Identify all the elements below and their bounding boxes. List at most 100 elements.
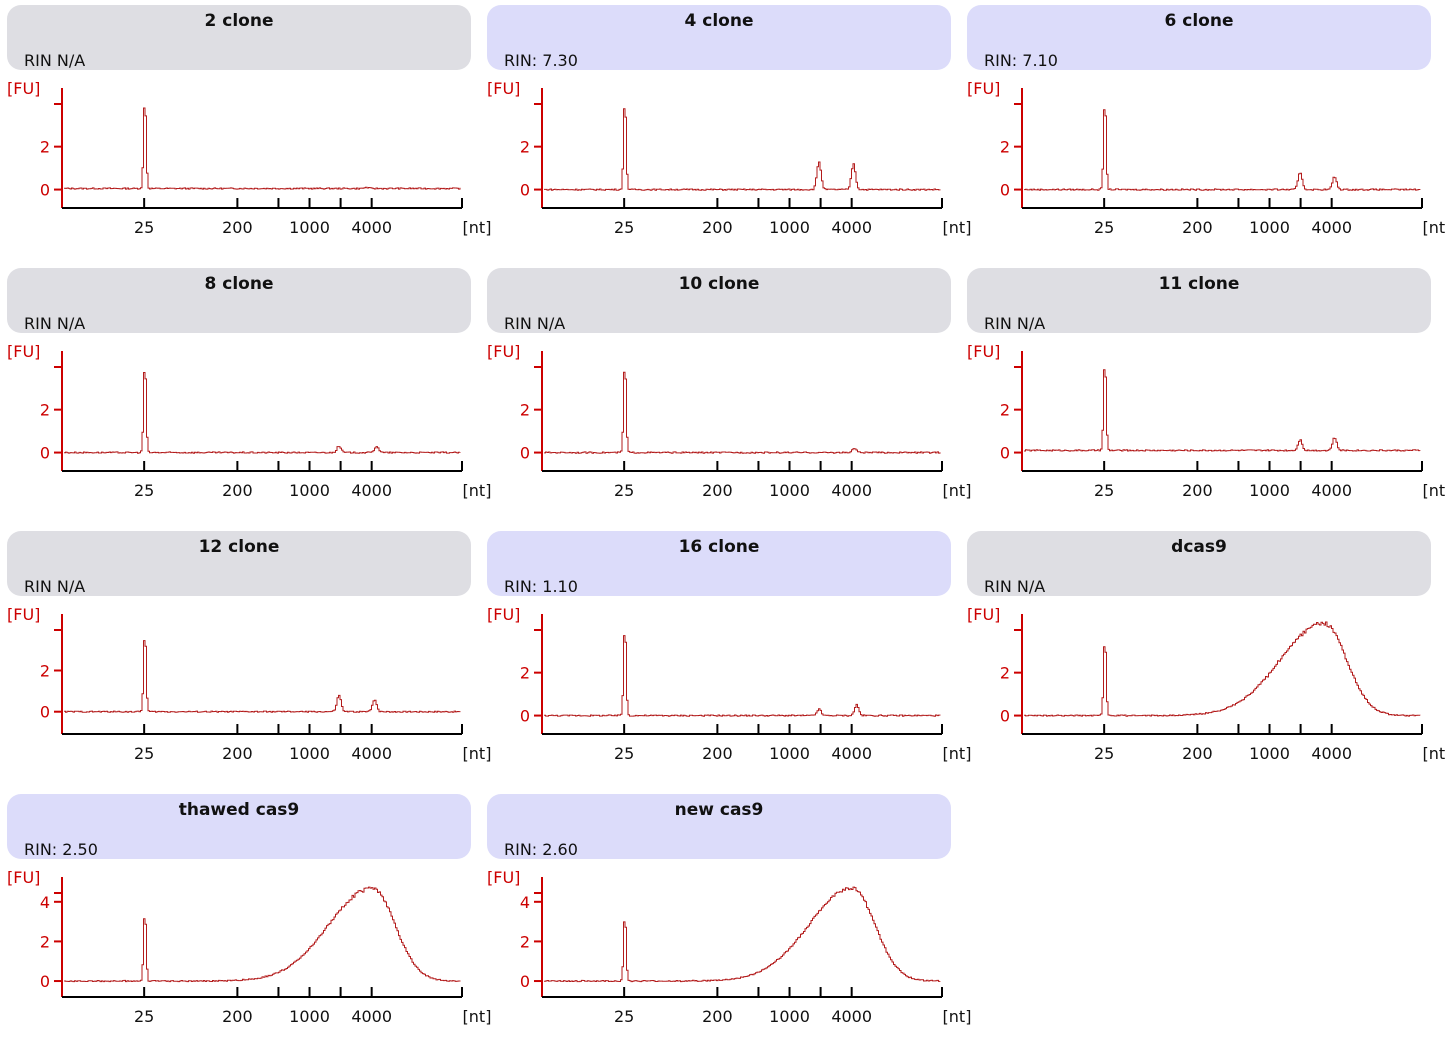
rin-value: RIN: 7.10 [984, 51, 1058, 70]
electropherogram-chart: [FU] 0 2 25 200 1000 4000 [nt] [487, 342, 971, 500]
y-axis-unit: [FU] [7, 868, 40, 887]
trace-line [1024, 621, 1421, 717]
electropherogram-chart: [FU] 0 2 4 25 200 1000 4000 [nt] [7, 868, 491, 1026]
sample-title: 16 clone [678, 537, 760, 557]
y-axis-unit: [FU] [487, 605, 520, 624]
sample-header: 4 clone RIN: 7.30 [487, 5, 951, 70]
y-tick-label: 0 [520, 972, 530, 991]
sample-title: 6 clone [1164, 11, 1234, 31]
y-tick-label: 2 [40, 662, 50, 681]
sample-title: 12 clone [198, 537, 280, 557]
x-tick-label: 4000 [1311, 218, 1352, 237]
x-tick-label: 25 [1094, 218, 1114, 237]
sample-header: 6 clone RIN: 7.10 [967, 5, 1431, 70]
y-tick-label: 0 [1000, 181, 1010, 200]
trace-line [544, 635, 941, 717]
x-tick-label: 4000 [831, 744, 872, 763]
trace-line [544, 371, 941, 454]
y-tick-label: 2 [520, 401, 530, 420]
x-tick-label: 1000 [769, 218, 810, 237]
y-tick-label: 0 [520, 444, 530, 463]
y-axis-unit: [FU] [7, 342, 40, 361]
x-tick-label: 1000 [769, 1007, 810, 1026]
x-tick-label: 25 [614, 481, 634, 500]
rin-value: RIN N/A [984, 314, 1046, 333]
y-axis-unit: [FU] [967, 342, 1000, 361]
electropherogram-panel: thawed cas9 RIN: 2.50 [FU] 0 2 4 25 200 1000 4000… [7, 794, 491, 1049]
y-tick-label: 4 [40, 893, 50, 912]
trace-line [1024, 109, 1421, 191]
y-tick-label: 2 [520, 138, 530, 157]
x-axis-unit: [nt] [943, 1007, 972, 1026]
sample-header: dcas9 RIN N/A [967, 531, 1431, 596]
sample-header: 8 clone RIN N/A [7, 268, 471, 333]
x-tick-label: 25 [1094, 481, 1114, 500]
y-tick-label: 4 [520, 893, 530, 912]
rin-value: RIN N/A [24, 51, 86, 70]
electropherogram-panel: 12 clone RIN N/A [FU] 0 2 25 200 1000 4000 [nt] [7, 531, 491, 786]
x-tick-label: 200 [222, 744, 253, 763]
electropherogram-chart: [FU] 0 2 25 200 1000 4000 [nt] [967, 605, 1445, 763]
y-axis-unit: [FU] [487, 342, 520, 361]
trace-line [64, 107, 461, 190]
sample-header: 11 clone RIN N/A [967, 268, 1431, 333]
electropherogram-chart: [FU] 0 2 25 200 1000 4000 [nt] [7, 342, 491, 500]
x-axis-unit: [nt] [943, 218, 972, 237]
electropherogram-panel: 4 clone RIN: 7.30 [FU] 0 2 25 200 1000 4000 [nt] [487, 5, 971, 260]
electropherogram-chart: [FU] 0 2 25 200 1000 4000 [nt] [7, 79, 491, 237]
rin-value: RIN N/A [24, 314, 86, 333]
y-axis-unit: [FU] [7, 79, 40, 98]
trace-line [1024, 369, 1421, 452]
x-tick-label: 4000 [831, 218, 872, 237]
x-tick-label: 25 [134, 744, 154, 763]
x-tick-label: 200 [702, 1007, 733, 1026]
x-tick-label: 1000 [769, 744, 810, 763]
sample-title: 10 clone [678, 274, 760, 294]
x-tick-label: 1000 [1249, 481, 1290, 500]
x-tick-label: 200 [1182, 481, 1213, 500]
x-tick-label: 25 [134, 218, 154, 237]
x-tick-label: 25 [1094, 744, 1114, 763]
electropherogram-chart: [FU] 0 2 25 200 1000 4000 [nt] [967, 342, 1445, 500]
x-axis-unit: [nt] [1423, 218, 1445, 237]
x-tick-label: 200 [222, 218, 253, 237]
y-tick-label: 2 [40, 138, 50, 157]
x-axis-unit: [nt] [463, 218, 492, 237]
trace-line [64, 640, 461, 713]
sample-title: dcas9 [1171, 537, 1227, 557]
y-tick-label: 2 [520, 932, 530, 951]
y-tick-label: 2 [40, 401, 50, 420]
y-tick-label: 2 [520, 664, 530, 683]
rin-value: RIN N/A [504, 314, 566, 333]
electropherogram-panel: 10 clone RIN N/A [FU] 0 2 25 200 1000 4000 [nt] [487, 268, 971, 523]
x-tick-label: 4000 [351, 1007, 392, 1026]
x-tick-label: 200 [222, 1007, 253, 1026]
y-tick-label: 2 [1000, 664, 1010, 683]
y-tick-label: 0 [40, 972, 50, 991]
y-tick-label: 0 [40, 703, 50, 722]
x-tick-label: 200 [222, 481, 253, 500]
rin-value: RIN: 2.50 [24, 840, 98, 859]
x-tick-label: 200 [702, 744, 733, 763]
electropherogram-panel: dcas9 RIN N/A [FU] 0 2 25 200 1000 4000 [nt] [967, 531, 1445, 786]
y-axis-unit: [FU] [487, 79, 520, 98]
sample-title: thawed cas9 [178, 800, 300, 820]
electropherogram-panel: 8 clone RIN N/A [FU] 0 2 25 200 1000 4000 [nt] [7, 268, 491, 523]
trace-line [64, 886, 461, 983]
y-axis-unit: [FU] [7, 605, 40, 624]
sample-title: 4 clone [684, 11, 754, 31]
x-tick-label: 1000 [1249, 744, 1290, 763]
x-tick-label: 1000 [289, 744, 330, 763]
x-tick-label: 4000 [351, 744, 392, 763]
rin-value: RIN: 7.30 [504, 51, 578, 70]
y-axis-unit: [FU] [487, 868, 520, 887]
y-tick-label: 0 [520, 181, 530, 200]
x-tick-label: 200 [702, 218, 733, 237]
x-tick-label: 200 [702, 481, 733, 500]
y-tick-label: 0 [1000, 444, 1010, 463]
x-tick-label: 200 [1182, 218, 1213, 237]
x-tick-label: 4000 [1311, 744, 1352, 763]
electropherogram-chart: [FU] 0 2 25 200 1000 4000 [nt] [967, 79, 1445, 237]
x-tick-label: 200 [1182, 744, 1213, 763]
sample-header: new cas9 RIN: 2.60 [487, 794, 951, 859]
